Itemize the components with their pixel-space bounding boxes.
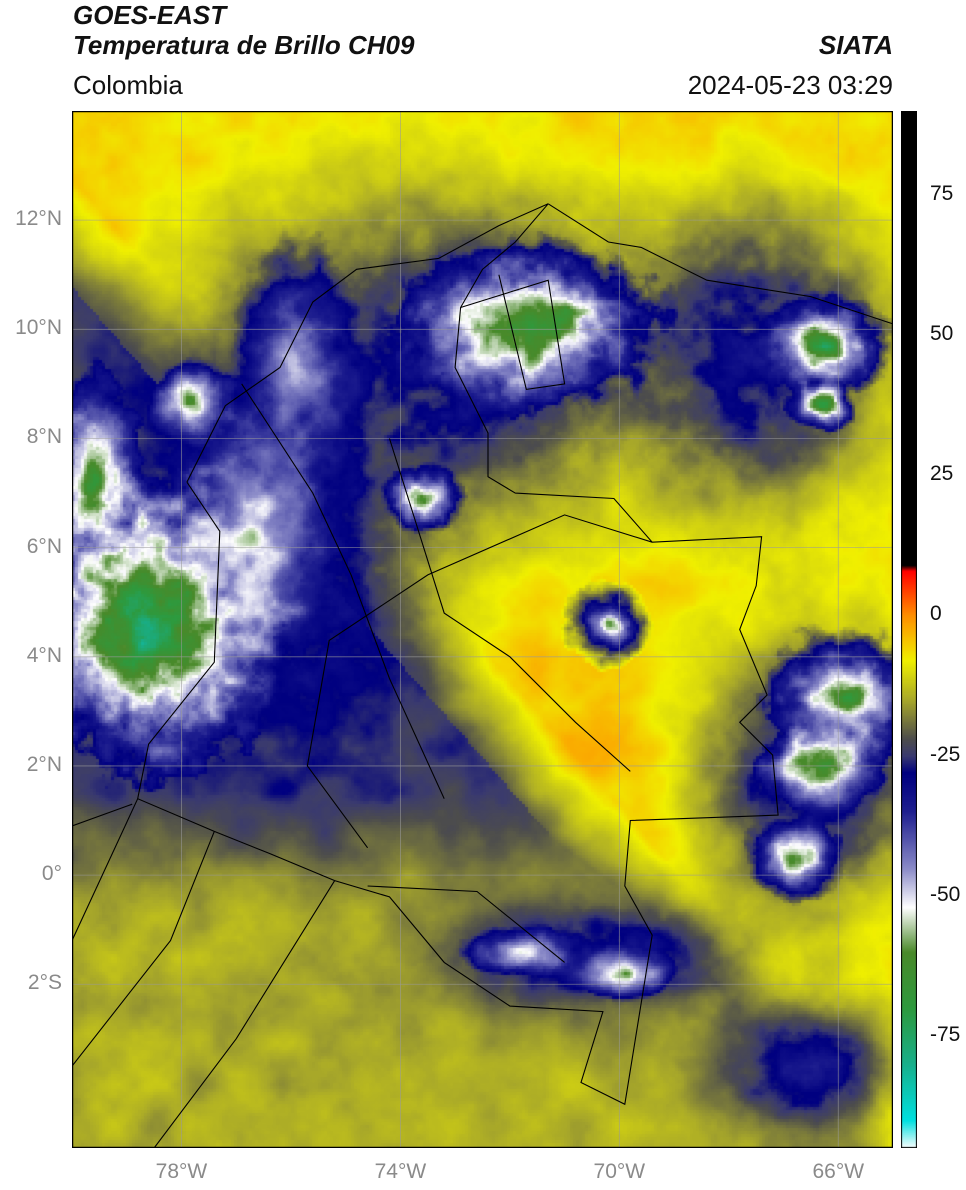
organization-label: SIATA: [818, 30, 893, 60]
border-line: [137, 203, 779, 1106]
latitude-tick-label: 0°: [41, 862, 62, 886]
colorbar-tick-label: -50: [930, 882, 961, 906]
department-border: [241, 383, 445, 799]
border-line: [153, 880, 336, 1148]
longitude-tick-label: 66°W: [812, 1160, 865, 1183]
region-label: Colombia: [73, 70, 183, 100]
longitude-tick-label: 78°W: [155, 1160, 208, 1183]
border-line: [72, 831, 215, 1067]
map-overlay: [72, 111, 893, 1148]
longitude-tick-label: 74°W: [374, 1160, 427, 1183]
latitude-tick-label: 2°N: [26, 752, 62, 776]
latitude-tick-label: 12°N: [15, 207, 62, 231]
colorbar-tick-label: 0: [930, 602, 942, 626]
department-border: [367, 885, 565, 963]
latitude-tick-label: 8°N: [26, 425, 62, 449]
lake-outline: [460, 274, 566, 391]
satellite-title: GOES-EAST: [73, 0, 227, 30]
longitude-tick-label: 70°W: [593, 1160, 646, 1183]
colorbar: [901, 111, 917, 1148]
latitude-tick-label: 6°N: [26, 534, 62, 558]
colorbar-tick-label: -75: [930, 1022, 961, 1046]
datetime-label: 2024-05-23 03:29: [687, 70, 893, 100]
latitude-tick-label: 10°N: [15, 316, 62, 340]
colorbar-tick-label: 75: [930, 182, 954, 206]
department-border: [388, 438, 631, 772]
map-frame: [72, 111, 893, 1148]
latitude-tick-label: 4°N: [26, 643, 62, 667]
brightness-temperature-map: [72, 111, 893, 1148]
latitude-tick-label: 2°S: [27, 971, 62, 995]
colorbar-tick-label: -25: [930, 742, 961, 766]
coastline: [72, 798, 139, 941]
coastline: [72, 803, 133, 827]
coastline: [547, 203, 893, 325]
department-border: [306, 514, 653, 849]
product-title: Temperatura de Brillo CH09: [73, 30, 415, 60]
colorbar-tick-label: 25: [930, 462, 954, 486]
colorbar-tick-label: 50: [930, 322, 954, 346]
